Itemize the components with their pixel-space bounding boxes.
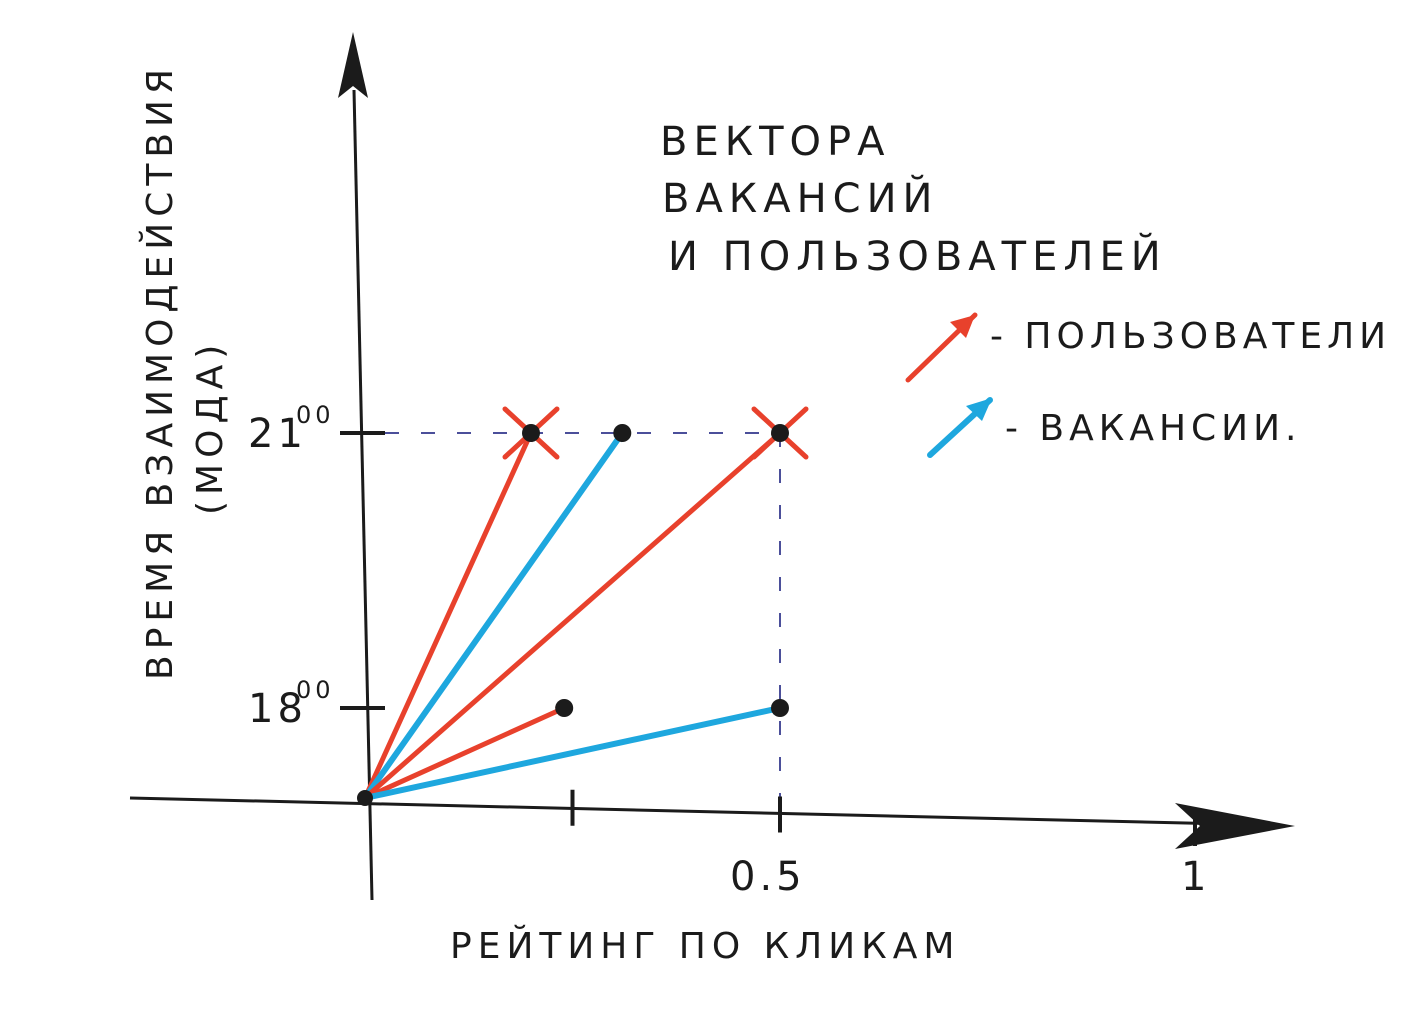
vacancies-vector-1 bbox=[362, 430, 626, 801]
legend-vacancies-label: - ВАКАНСИИ. bbox=[1005, 408, 1301, 449]
users-endpoint-0 bbox=[522, 424, 540, 442]
title-line-3: И ПОЛЬЗОВАТЕЛЕЙ bbox=[668, 232, 1167, 280]
origin-point bbox=[357, 790, 373, 806]
x-axis-line bbox=[129, 796, 1273, 827]
y-tick-sup-21: 00 bbox=[296, 401, 335, 429]
y-axis-sublabel: (МОДА) bbox=[190, 339, 231, 515]
x-tick-label-0.5: 0.5 bbox=[730, 854, 806, 900]
users-vector-0 bbox=[362, 430, 534, 801]
legend: - ПОЛЬЗОВАТЕЛИ - ВАКАНСИИ. bbox=[905, 312, 1391, 458]
users-endpoint-3 bbox=[555, 699, 574, 717]
y-axis-line bbox=[352, 89, 374, 901]
y-axis-arrowhead bbox=[338, 32, 368, 98]
axes bbox=[129, 32, 1295, 901]
title-line-2: ВАКАНСИЙ bbox=[662, 174, 938, 222]
guide-lines bbox=[385, 432, 785, 812]
x-axis-label: РЕЙТИНГ ПО КЛИКАМ bbox=[450, 925, 960, 967]
diagram-title: ВЕКТОРА ВАКАНСИЙ И ПОЛЬЗОВАТЕЛЕЙ bbox=[660, 119, 1167, 280]
legend-users-label: - ПОЛЬЗОВАТЕЛИ bbox=[990, 316, 1391, 357]
legend-users-arrowhead bbox=[950, 315, 975, 338]
users-vector-3 bbox=[362, 705, 567, 801]
y-tick-label-21: 21 bbox=[248, 411, 307, 457]
users-endpoint-2 bbox=[771, 424, 789, 442]
vacancies-endpoint-1 bbox=[613, 424, 632, 442]
users-vector-2 bbox=[362, 430, 783, 801]
vacancies-endpoint-4 bbox=[771, 699, 789, 717]
vacancies-vector-4 bbox=[362, 704, 783, 801]
x-axis-arrowhead bbox=[1175, 803, 1295, 849]
legend-vacancies-arrowhead bbox=[966, 398, 992, 421]
x-tick-label-1: 1 bbox=[1181, 854, 1210, 900]
y-tick-label-18: 18 bbox=[248, 686, 307, 732]
vectors bbox=[362, 406, 809, 801]
y-axis-label: ВРЕМЯ ВЗАИМОДЕЙСТВИЯ bbox=[139, 63, 181, 680]
title-line-1: ВЕКТОРА bbox=[660, 119, 891, 165]
y-tick-sup-18: 00 bbox=[296, 676, 335, 704]
